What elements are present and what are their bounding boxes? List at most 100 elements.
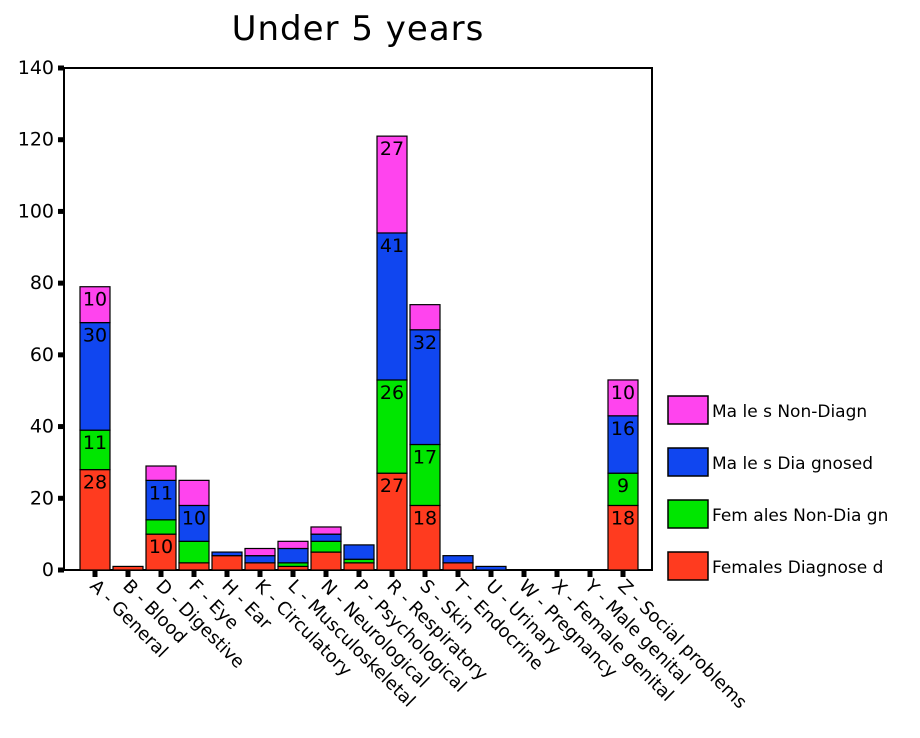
bar-segment (178, 540, 210, 564)
bar-segment (376, 135, 408, 234)
y-tick-label: 80 (30, 272, 54, 294)
bar-segment (409, 304, 441, 331)
bar-segment (310, 533, 342, 542)
x-tick-mark (488, 570, 494, 577)
data-label: 27 (380, 138, 404, 160)
x-tick-mark (323, 570, 329, 577)
data-label: 11 (149, 482, 173, 504)
chart-legend: Ma le s Non-Diagn Ma le s Dia gnosed Fem a… (667, 395, 888, 581)
legend-swatch (667, 551, 709, 581)
x-tick-mark (521, 570, 527, 577)
x-tick-label: Z - Social problems (613, 576, 750, 713)
x-tick-mark (158, 570, 164, 577)
data-label: 9 (617, 475, 629, 497)
bar-segment (178, 504, 210, 542)
data-label: 26 (380, 382, 404, 404)
data-label: 18 (413, 507, 437, 529)
bar-segment (310, 540, 342, 553)
bar-segment (475, 565, 507, 571)
y-tick-mark (58, 137, 64, 143)
bar-segment (310, 551, 342, 571)
y-tick-mark (58, 208, 64, 214)
x-tick-mark (422, 570, 428, 577)
x-tick-mark (389, 570, 395, 577)
legend-swatch (667, 395, 709, 425)
bar-segment (79, 286, 111, 324)
data-label: 28 (83, 472, 107, 494)
data-label: 10 (149, 536, 173, 558)
bar-segment (376, 232, 408, 381)
data-labels-group: 28 10 27 18 18 11 26 17 9 30 11 10 41 32 16 10 27 10 (83, 138, 635, 558)
y-tick-label: 40 (30, 416, 54, 438)
data-label: 41 (380, 235, 404, 257)
data-label: 11 (83, 432, 107, 454)
bar-segment (178, 479, 210, 507)
legend-label: Fem ales Non-Dia gn (712, 506, 888, 526)
y-tick-label: 100 (18, 200, 54, 222)
legend-swatch (667, 447, 709, 477)
x-tick-mark (191, 570, 197, 577)
x-tick-mark (125, 570, 131, 577)
bar-segment (145, 519, 177, 535)
data-label: 30 (83, 325, 107, 347)
bar-segment (442, 555, 474, 564)
bar-segment (409, 329, 441, 446)
legend-swatch (667, 499, 709, 529)
y-tick-label: 0 (42, 559, 54, 581)
bar-segment (376, 472, 408, 571)
bar-segment (244, 547, 276, 557)
bar-segment (145, 533, 177, 571)
legend-label: Females Diagnose d (712, 558, 883, 578)
bar-segment (145, 465, 177, 481)
bar-segment (79, 321, 111, 431)
data-label: 18 (611, 507, 635, 529)
data-label: 10 (611, 382, 635, 404)
y-tick-mark (58, 280, 64, 286)
bar-segment (79, 429, 111, 471)
y-tick-mark (58, 65, 64, 71)
data-label: 27 (380, 475, 404, 497)
bar-segment (244, 562, 276, 571)
legend-label: Ma le s Dia gnosed (712, 454, 873, 474)
legend-label: Ma le s Non-Diagn (712, 402, 867, 422)
y-tick-mark (58, 352, 64, 358)
x-tick-mark (290, 570, 296, 577)
bar-segment (277, 547, 309, 564)
bar-segment (343, 544, 375, 560)
x-tick-mark (257, 570, 263, 577)
x-tick-mark (356, 570, 362, 577)
y-tick-label: 60 (30, 344, 54, 366)
bar-segment (607, 415, 639, 474)
x-tick-mark (620, 570, 626, 577)
bar-segment (409, 504, 441, 571)
bar-segment (607, 379, 639, 417)
data-label: 32 (413, 332, 437, 354)
bar-segment (178, 562, 210, 571)
data-label: 10 (83, 289, 107, 311)
data-label: 17 (413, 447, 437, 469)
chart-title: Under 5 years (232, 9, 485, 49)
bar-segment (211, 555, 243, 571)
bar-segment (277, 540, 309, 550)
y-tick-label: 120 (18, 129, 54, 151)
bar-segment (409, 443, 441, 507)
bar-segment (112, 565, 144, 571)
x-tick-mark (554, 570, 560, 577)
chart-axes: 0 20 40 60 80 100 120 140 (18, 57, 653, 581)
y-tick-label: 140 (18, 57, 54, 79)
bar-segment (442, 562, 474, 571)
y-tick-label: 20 (30, 487, 54, 509)
data-label: 16 (611, 418, 635, 440)
x-tick-mark (455, 570, 461, 577)
y-tick-mark (58, 567, 64, 573)
y-tick-mark (58, 424, 64, 430)
bar-segment (376, 379, 408, 474)
bar-segment (343, 562, 375, 571)
bars-group (79, 135, 639, 571)
x-tick-mark (92, 570, 98, 577)
bar-segment (211, 551, 243, 557)
y-tick-mark (58, 495, 64, 501)
bar-segment (310, 526, 342, 535)
